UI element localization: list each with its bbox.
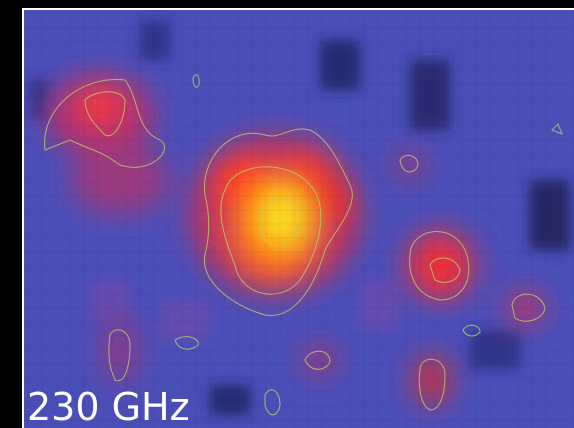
frequency-label: 230 GHz [27,385,190,428]
radio-map: 230 GHz [0,0,574,428]
heatmap [24,10,574,428]
page: 230 GHz (() => { const data = JSON.parse… [0,0,574,428]
